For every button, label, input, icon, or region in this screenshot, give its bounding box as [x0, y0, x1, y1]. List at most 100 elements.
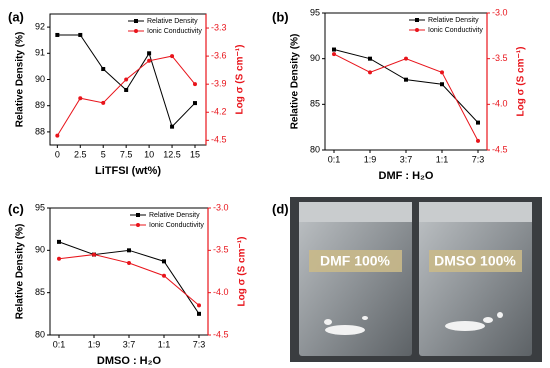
- marker: [404, 56, 408, 61]
- x-tick-label: 12.5: [163, 149, 181, 159]
- caption-box: [429, 250, 522, 272]
- x-tick-label: 1:1: [436, 154, 449, 164]
- y-axis-label: Relative Density (%): [15, 32, 26, 128]
- marker: [440, 70, 444, 75]
- y2-tick-label: -3.5: [213, 245, 229, 255]
- y2-tick-label: -4.5: [211, 135, 227, 145]
- y2-tick-label: -3.0: [492, 7, 508, 17]
- y2-axis-label: Log σ (S cm⁻¹): [237, 237, 248, 307]
- x-tick-label: 7:3: [472, 154, 485, 164]
- legend-marker: [136, 213, 140, 217]
- legend-label: Relative Density: [428, 17, 479, 24]
- legend-marker: [136, 223, 140, 227]
- bag: [419, 202, 532, 356]
- marker: [368, 56, 372, 61]
- y-tick-label: 90: [310, 53, 320, 63]
- legend-marker: [134, 29, 138, 33]
- marker: [101, 100, 106, 105]
- marker: [147, 58, 152, 63]
- photo-caption: DMSO 100%: [434, 253, 516, 269]
- x-tick-label: 7:3: [193, 339, 206, 349]
- marker: [147, 51, 152, 56]
- x-tick-label: 10: [144, 149, 154, 159]
- marker: [332, 47, 336, 52]
- y2-tick-label: -3.3: [211, 22, 227, 32]
- marker: [55, 32, 60, 37]
- legend-label: Ionic Conductivity: [428, 27, 483, 34]
- panel-label: (a): [8, 9, 24, 24]
- legend-marker: [415, 28, 419, 32]
- x-tick-label: 5: [101, 149, 106, 159]
- y2-axis-label: Log σ (S cm⁻¹): [235, 45, 246, 115]
- series-line: [333, 53, 479, 142]
- x-tick-label: 0:1: [53, 339, 66, 349]
- x-tick-label: 1:1: [158, 339, 171, 349]
- legend-label: Relative Density: [147, 18, 198, 25]
- marker: [170, 54, 175, 59]
- marker: [404, 77, 408, 82]
- legend-marker: [415, 18, 419, 22]
- x-tick-label: 1:9: [88, 339, 101, 349]
- x-tick-label: 7.5: [120, 149, 133, 159]
- y-tick-label: 90: [35, 245, 45, 255]
- photo-caption: DMF 100%: [320, 253, 391, 269]
- marker: [476, 120, 480, 125]
- y-tick-label: 80: [35, 329, 45, 339]
- y2-tick-label: -4.0: [213, 287, 229, 297]
- marker: [124, 87, 129, 92]
- marker: [440, 82, 444, 87]
- x-tick-label: 0: [55, 149, 60, 159]
- x-axis-label: DMF : H₂O: [379, 170, 434, 182]
- marker: [92, 252, 96, 257]
- marker: [162, 259, 166, 264]
- y2-tick-label: -3.6: [211, 50, 227, 60]
- y-axis-label: Relative Density (%): [15, 224, 26, 320]
- marker: [162, 273, 166, 278]
- x-axis-label: LiTFSI (wt%): [95, 165, 161, 177]
- marker: [476, 138, 480, 143]
- x-tick-label: 1:9: [364, 154, 377, 164]
- x-tick-label: 3:7: [123, 339, 136, 349]
- legend-label: Ionic Conductivity: [147, 28, 202, 35]
- marker: [127, 261, 131, 266]
- y-axis-label: Relative Density (%): [290, 34, 301, 130]
- x-tick-label: 2.5: [74, 149, 87, 159]
- legend-label: Relative Density: [149, 212, 200, 219]
- y2-tick-label: -4.2: [211, 107, 227, 117]
- x-axis-label: DMSO : H₂O: [97, 355, 162, 367]
- x-tick-label: 0:1: [328, 154, 341, 164]
- y2-tick-label: -4.0: [492, 99, 508, 109]
- marker: [78, 96, 83, 101]
- legend-label: Ionic Conductivity: [149, 222, 204, 229]
- y-tick-label: 95: [35, 202, 45, 212]
- bag-zip: [299, 202, 412, 222]
- y2-tick-label: -3.5: [492, 53, 508, 63]
- panel-label: (b): [272, 9, 289, 24]
- marker: [197, 311, 201, 316]
- marker: [101, 67, 106, 72]
- marker: [192, 101, 197, 106]
- x-tick-label: 15: [190, 149, 200, 159]
- marker: [124, 77, 129, 82]
- y2-axis-label: Log σ (S cm⁻¹): [516, 47, 527, 117]
- y-tick-label: 95: [310, 7, 320, 17]
- series-line: [58, 241, 200, 315]
- marker: [57, 239, 61, 244]
- marker: [55, 133, 60, 138]
- caption-box: [309, 250, 402, 272]
- y-tick-label: 90: [35, 74, 45, 84]
- y-tick-label: 88: [35, 126, 45, 136]
- y2-tick-label: -4.5: [492, 144, 508, 154]
- bag: [299, 202, 412, 356]
- legend-marker: [134, 19, 138, 23]
- y2-tick-label: -4.5: [213, 329, 229, 339]
- marker: [170, 124, 175, 129]
- marker: [192, 82, 197, 87]
- y-tick-label: 85: [310, 99, 320, 109]
- marker: [368, 70, 372, 75]
- y-tick-label: 91: [35, 48, 45, 58]
- x-tick-label: 3:7: [400, 154, 413, 164]
- y-tick-label: 85: [35, 287, 45, 297]
- panel-label: (c): [8, 201, 24, 216]
